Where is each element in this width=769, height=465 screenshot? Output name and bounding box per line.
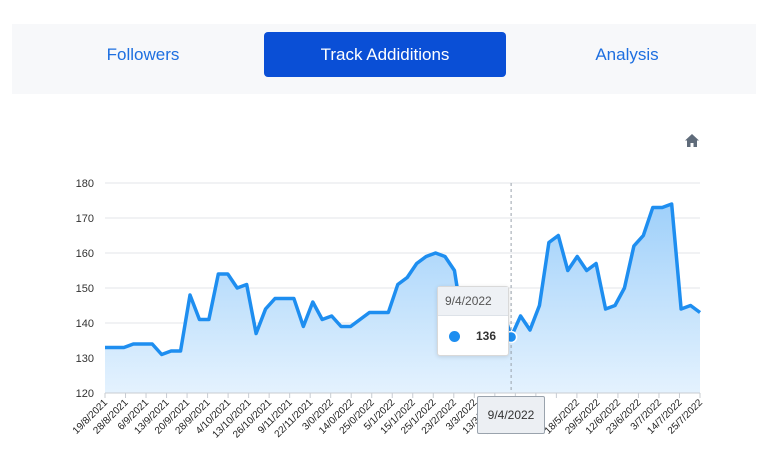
- y-tick-label: 180: [76, 178, 94, 190]
- y-tick-label: 130: [76, 353, 94, 365]
- data-tooltip: 9/4/2022 136: [437, 286, 509, 356]
- tab-analysis[interactable]: Analysis: [595, 44, 659, 64]
- y-tick-label: 170: [76, 213, 94, 225]
- tab-bar: Followers Track Addiditions Analysis: [12, 24, 756, 94]
- series-line: [105, 202, 702, 357]
- tab-track-additions[interactable]: Track Addiditions: [264, 32, 506, 77]
- y-tick-label: 160: [76, 248, 94, 260]
- tooltip-series-marker: [449, 331, 460, 342]
- y-tick-label: 140: [76, 318, 94, 330]
- y-tick-label: 120: [76, 388, 94, 400]
- crosshair-x-label: 9/4/2022: [477, 396, 545, 434]
- tooltip-date: 9/4/2022: [438, 287, 508, 316]
- area-fill: [105, 204, 700, 393]
- tooltip-value: 136: [475, 329, 496, 343]
- tab-followers[interactable]: Followers: [106, 44, 180, 64]
- home-icon[interactable]: [682, 130, 702, 150]
- y-tick-label: 150: [76, 283, 94, 295]
